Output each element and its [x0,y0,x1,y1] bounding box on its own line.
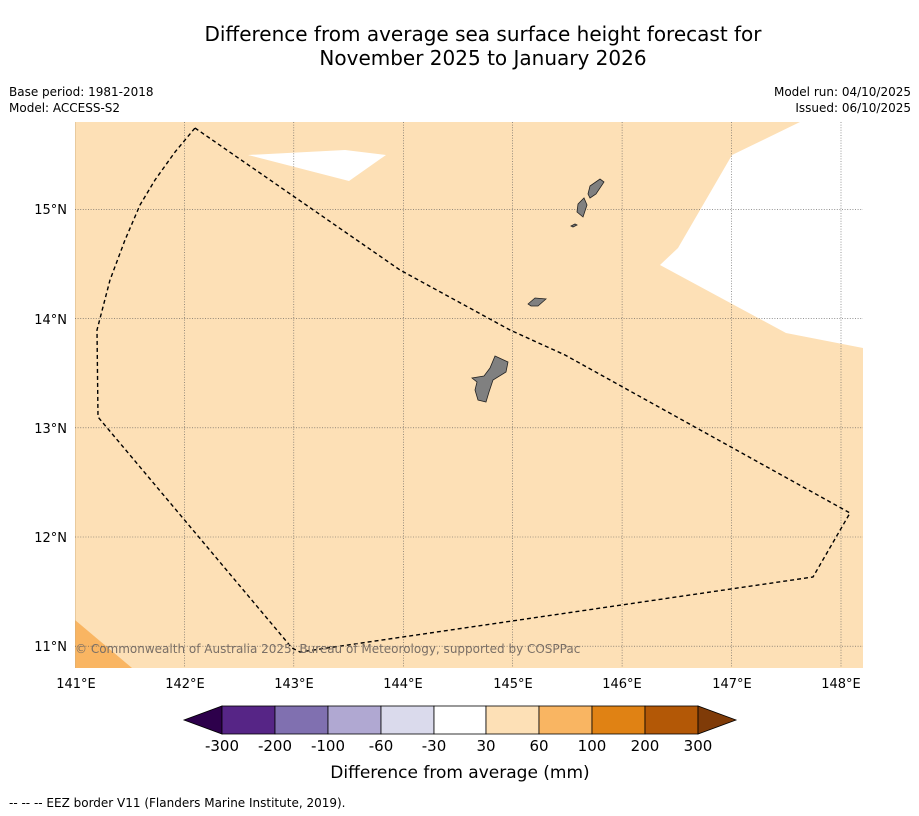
issued-date: Issued: 06/10/2025 [795,101,911,115]
guam-island [471,355,509,403]
rota-island [527,297,547,307]
map-title: Difference from average sea surface heig… [0,22,919,70]
colorbar-label: 300 [684,737,713,755]
eez-border [96,127,851,653]
lon-label: 146°E [602,677,642,692]
colorbar-over-arrow [697,705,738,735]
lon-label: 143°E [274,677,314,692]
colorbar-segment [274,705,329,735]
model-run: Model run: 04/10/2025 [773,85,911,99]
colorbar-segment [433,705,487,735]
lat-label: 11°N [34,640,67,655]
colorbar-label: 30 [476,737,495,755]
colorbar-title: Difference from average (mm) [330,763,589,783]
colorbar-labels: -300 -200 -100 -60 -30 30 60 100 200 300 [205,737,712,755]
colorbar-segment [327,705,382,735]
colorbar-label: -100 [311,737,345,755]
lon-label: 147°E [712,677,752,692]
colorbar-label: -30 [422,737,447,755]
map-copyright: © Commonwealth of Australia 2025, Bureau… [75,642,580,656]
missing-data-north [248,150,386,181]
lon-label: 148°E [821,677,861,692]
meta-right: Model run: 04/10/2025 Issued: 06/10/2025 [774,84,911,116]
base-period: Base period: 1981-2018 [9,85,154,99]
colorbar-segment [380,705,435,735]
title-line-1: Difference from average sea surface heig… [204,22,762,46]
colorbar-segment [591,705,646,735]
aguijan-island [570,223,578,228]
ocean-band-high [75,620,132,668]
tinian-island [576,197,588,218]
colorbar-label: 200 [631,737,660,755]
model-name: Model: ACCESS-S2 [9,101,121,115]
islands [471,178,605,403]
meta-left: Base period: 1981-2018 Model: ACCESS-S2 [9,84,154,116]
lon-label: 145°E [493,677,533,692]
colorbar-label: -300 [205,737,239,755]
colorbar-label: -200 [258,737,292,755]
lon-label: 144°E [383,677,423,692]
lat-labels: 11°N 12°N 13°N 14°N 15°N [34,203,67,655]
colorbar-segment [221,705,276,735]
colorbar-label: -60 [369,737,394,755]
colorbar-segment [538,705,593,735]
saipan-island [587,178,605,199]
lon-label: 142°E [165,677,205,692]
missing-data-east [660,122,863,348]
eez-legend: -- -- -- EEZ border V11 (Flanders Marine… [9,796,346,810]
colorbar [182,705,738,735]
colorbar-under-arrow [182,705,223,735]
graticule [75,122,863,668]
lat-label: 15°N [34,203,67,218]
colorbar-label: 60 [529,737,548,755]
title-line-2: November 2025 to January 2026 [319,46,647,70]
lon-labels: 141°E 142°E 143°E 144°E 145°E 146°E 147°… [56,677,861,692]
map-area [75,122,863,668]
colorbar-segment [644,705,699,735]
colorbar-label: 100 [578,737,607,755]
lat-label: 12°N [34,531,67,546]
lat-label: 14°N [34,313,67,328]
lon-label: 141°E [56,677,96,692]
lat-label: 13°N [34,422,67,437]
colorbar-segment [485,705,540,735]
